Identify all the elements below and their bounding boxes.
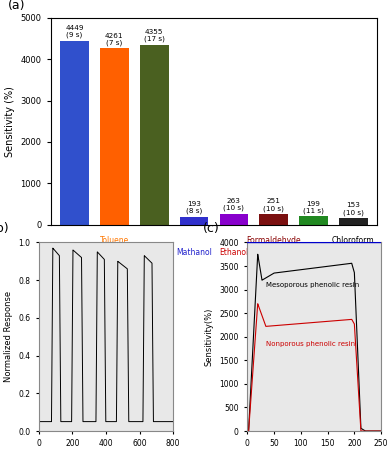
Bar	[299, 216, 328, 224]
Text: 199
(11 s): 199 (11 s)	[303, 201, 324, 214]
Text: Chloroform: Chloroform	[332, 236, 375, 245]
Text: Toluene: Toluene	[100, 236, 129, 245]
Text: 4355
(17 s): 4355 (17 s)	[144, 29, 165, 42]
Text: Formaldehyde: Formaldehyde	[246, 236, 301, 245]
Text: 193
(8 s): 193 (8 s)	[186, 201, 202, 214]
Text: Benzene: Benzene	[58, 248, 91, 257]
Y-axis label: Sensitivity (%): Sensitivity (%)	[5, 86, 15, 157]
Text: (b): (b)	[0, 222, 10, 235]
Y-axis label: Sensitivity(%): Sensitivity(%)	[205, 308, 214, 366]
Text: Ethanol: Ethanol	[219, 248, 249, 257]
Y-axis label: Normalized Response: Normalized Response	[4, 291, 13, 382]
Text: 4261
(7 s): 4261 (7 s)	[105, 33, 124, 46]
Text: Mesoporous phenolic resin: Mesoporous phenolic resin	[266, 282, 359, 288]
Bar	[140, 44, 168, 224]
Text: 153
(10 s): 153 (10 s)	[343, 202, 364, 216]
Bar	[339, 218, 368, 224]
Text: 4449
(9 s): 4449 (9 s)	[65, 25, 84, 39]
Text: 263
(10 s): 263 (10 s)	[223, 198, 244, 211]
Text: Acetone: Acetone	[298, 248, 329, 257]
Bar	[180, 216, 209, 224]
Text: 251
(10 s): 251 (10 s)	[263, 198, 284, 212]
Text: (a): (a)	[8, 0, 26, 12]
Text: Xylene: Xylene	[141, 248, 167, 257]
Bar	[259, 214, 288, 224]
Bar	[100, 48, 129, 224]
Text: (c): (c)	[203, 222, 219, 235]
Text: Nonporous phenolic resin: Nonporous phenolic resin	[266, 341, 355, 347]
Bar	[219, 214, 248, 224]
Bar	[60, 41, 89, 225]
Text: Mathanol: Mathanol	[176, 248, 212, 257]
